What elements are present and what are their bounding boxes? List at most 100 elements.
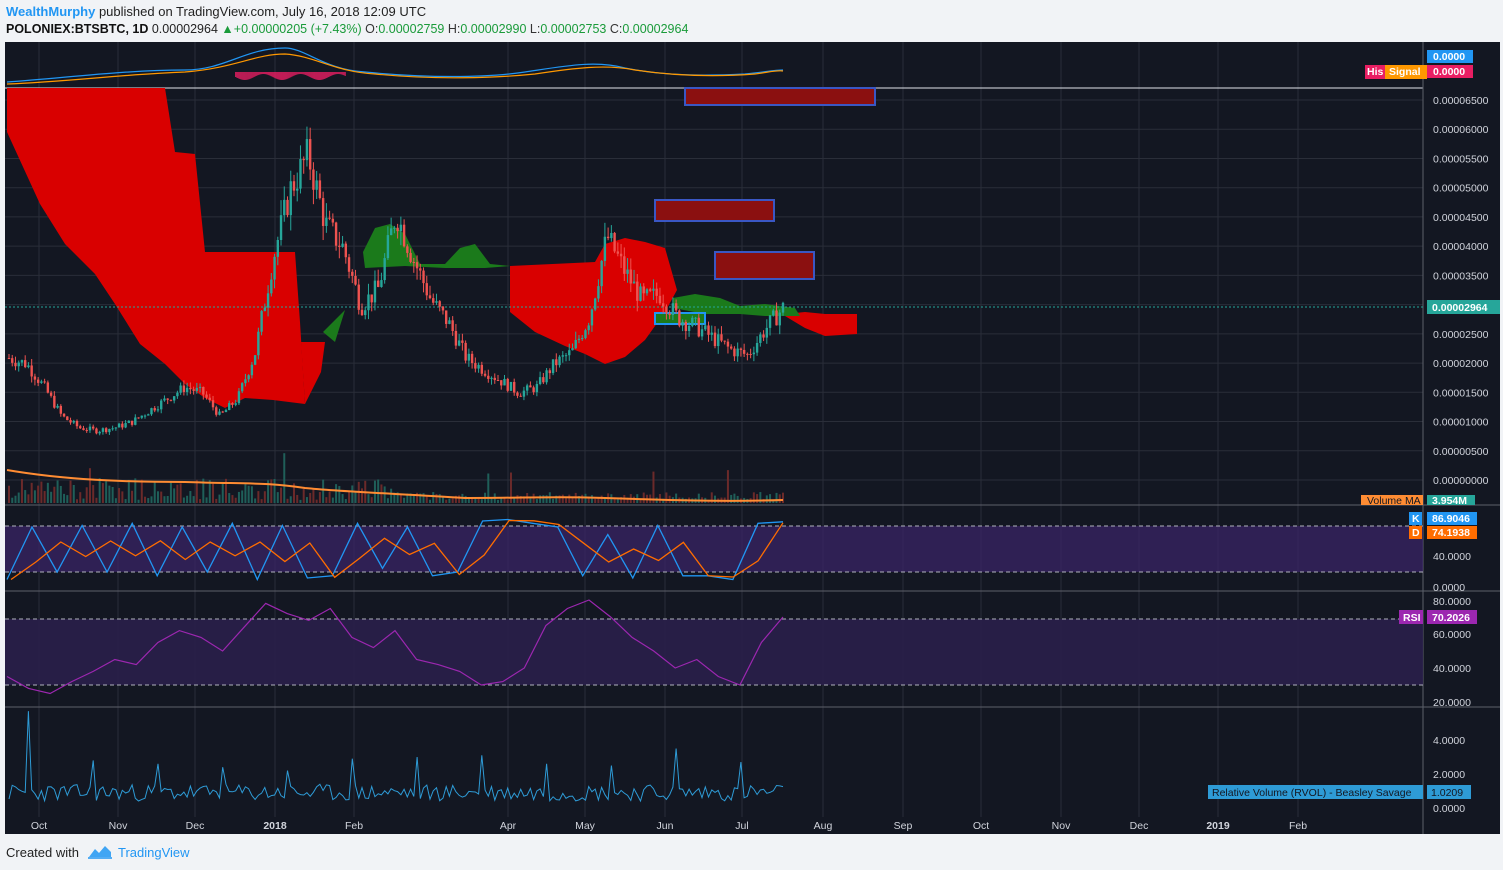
volume-bar	[435, 493, 438, 503]
volume-bar	[82, 498, 85, 503]
volume-bar	[140, 479, 143, 503]
volume-bar	[88, 468, 91, 503]
volume-bar	[707, 499, 710, 503]
resistance-zone-box[interactable]	[714, 251, 815, 280]
candle-body	[655, 288, 658, 296]
volume-bar	[497, 499, 500, 503]
candle-body	[645, 289, 649, 294]
volume-bar	[244, 484, 247, 503]
ohlc-line: POLONIEX:BTSBTC, 1D 0.00002964 ▲+0.00000…	[6, 22, 688, 36]
price-axis-label: 0.00001000	[1433, 417, 1489, 429]
candle-body	[82, 428, 85, 431]
volume-bar	[759, 492, 762, 503]
candle-body	[192, 389, 195, 391]
candle-body	[257, 331, 260, 356]
macd-hist-bar	[275, 72, 277, 79]
rsi-tag: 70.2026	[1432, 612, 1470, 624]
volume-bar	[215, 498, 218, 503]
volume-bar	[665, 492, 668, 503]
volume-bar	[652, 471, 655, 503]
candle-body	[477, 364, 480, 369]
macd-hist-bar	[273, 72, 275, 78]
volume-bar	[231, 495, 234, 503]
price-pane	[5, 87, 1423, 503]
candle-body	[370, 294, 373, 303]
volume-bar	[101, 483, 104, 503]
volume-bar	[325, 497, 328, 503]
volume-bar	[726, 470, 729, 503]
candle-body	[140, 415, 143, 418]
chart-area[interactable]: Oct Nov Dec 2018 Feb Apr May Jun Jul Aug Sep Oct Nov…	[5, 42, 1500, 834]
volume-bar	[675, 493, 678, 503]
stoch-d-line	[10, 519, 784, 581]
volume-ma-label: Volume MA	[1367, 495, 1421, 507]
change-value: +0.00000205 (+7.43%)	[233, 22, 362, 36]
tradingview-logo-icon[interactable]	[88, 843, 112, 859]
resistance-zone-box[interactable]	[654, 199, 775, 222]
volume-bar	[516, 495, 519, 503]
candle-body	[20, 360, 24, 363]
rvol-axis-label: 0.0000	[1433, 803, 1465, 815]
macd-hist-bar	[286, 72, 288, 80]
volume-bar	[662, 498, 665, 503]
candle-body	[253, 355, 257, 365]
volume-bar	[234, 497, 237, 503]
macd-hist-bar	[332, 72, 333, 76]
macd-hist-bar	[290, 72, 292, 78]
candle-body	[367, 294, 370, 311]
tradingview-link[interactable]: TradingView	[118, 845, 190, 860]
candle-body	[723, 340, 726, 342]
time-axis-label: Nov	[1052, 820, 1071, 832]
volume-bar	[228, 493, 231, 503]
volume-bar	[105, 481, 108, 503]
macd-hist-bar	[315, 72, 316, 80]
macd-hist-bar	[257, 72, 259, 76]
candle-body	[114, 427, 118, 429]
candle-body	[250, 364, 254, 376]
candle-body	[36, 379, 40, 383]
price-axis-label: 0.00003500	[1433, 270, 1489, 282]
resistance-zone-box[interactable]	[684, 87, 876, 106]
candle-body	[419, 268, 422, 271]
volume-bar	[322, 479, 325, 503]
volume-bar	[441, 497, 444, 503]
macd-hist-bar	[241, 72, 243, 80]
macd-hist-bar	[302, 72, 304, 75]
candle-body	[658, 295, 662, 304]
time-axis-label: Nov	[109, 820, 128, 832]
price-axis-label: 0.00005500	[1433, 153, 1489, 165]
volume-bar	[263, 491, 266, 503]
candle-body	[415, 262, 419, 269]
macd-hist-bar	[308, 72, 310, 77]
symbol-label[interactable]: POLONIEX:BTSBTC, 1D	[6, 22, 149, 36]
candle-body	[185, 387, 189, 392]
candle-body	[56, 405, 59, 408]
candle-body	[749, 353, 752, 355]
candle-body	[111, 428, 114, 430]
macd-hist-bar	[285, 72, 287, 80]
candle-body	[409, 252, 412, 262]
rvol-pane	[8, 711, 784, 803]
candle-body	[513, 381, 516, 393]
candle-body	[613, 232, 616, 252]
macd-hist-bar	[287, 72, 289, 79]
chart-svg[interactable]: Oct Nov Dec 2018 Feb Apr May Jun Jul Aug Sep Oct Nov…	[5, 42, 1500, 834]
candle-body	[399, 224, 403, 232]
macd-hist-bar	[307, 72, 309, 76]
candle-body	[296, 188, 299, 191]
volume-bar	[552, 498, 555, 503]
volume-bar	[513, 497, 516, 503]
volume-bar	[577, 496, 580, 503]
author-link[interactable]: WealthMurphy	[6, 4, 96, 19]
volume-bar	[179, 483, 182, 503]
time-axis[interactable]: Oct Nov Dec 2018 Feb Apr May Jun Jul Aug Sep Oct Nov…	[31, 820, 1307, 832]
volume-bar	[509, 472, 512, 503]
stoch-k-label-bg	[1409, 512, 1422, 525]
macd-hist-bar	[293, 72, 295, 76]
volume-bar	[56, 480, 59, 503]
volume-bar	[429, 499, 432, 503]
candle-body	[341, 243, 344, 247]
macd-hist-bar	[335, 72, 337, 75]
candle-body	[584, 330, 587, 339]
candle-body	[587, 325, 590, 331]
